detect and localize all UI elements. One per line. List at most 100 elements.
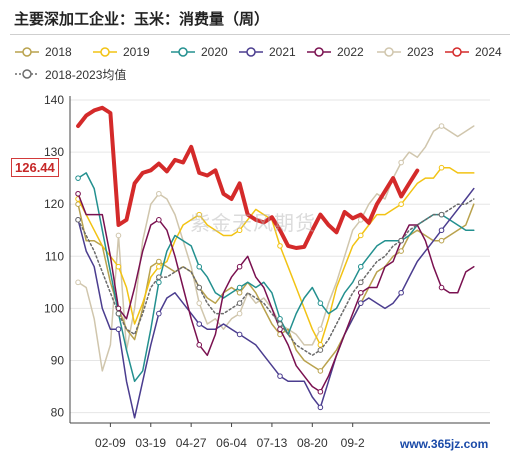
series-point-2018 xyxy=(236,289,243,296)
series-point-2021 xyxy=(438,227,445,234)
series-point-2018 xyxy=(317,368,324,374)
x-tick-label: 07-13 xyxy=(257,436,288,450)
series-point-2018-2023均值 xyxy=(317,347,324,353)
series-point-2019 xyxy=(317,342,324,348)
series-point-2022 xyxy=(196,342,203,348)
legend-swatch-icon xyxy=(377,47,401,57)
series-point-2019 xyxy=(398,201,404,207)
chart-title: 主要深加工企业：玉米：消费量（周） xyxy=(14,10,270,28)
series-point-2021 xyxy=(156,310,162,317)
legend-label: 2024 xyxy=(475,45,502,59)
x-tick-label: 06-04 xyxy=(216,436,247,450)
x-tick-label: 09-2 xyxy=(341,436,365,450)
series-point-2022 xyxy=(317,388,324,395)
series-point-2018-2023均值 xyxy=(196,284,203,291)
x-tick-label: 02-09 xyxy=(95,436,126,450)
series-point-2019 xyxy=(357,232,364,239)
legend-item[interactable]: 2023 xyxy=(376,43,434,61)
series-point-2021 xyxy=(115,326,122,333)
series-point-2021 xyxy=(317,404,324,411)
legend-item[interactable]: 2022 xyxy=(306,43,364,61)
series-point-2018-2023均值 xyxy=(75,217,81,223)
legend-item[interactable]: 2019 xyxy=(92,43,150,61)
series-point-2019 xyxy=(438,164,445,171)
watermark-text: 紫金天风期货 xyxy=(190,211,316,235)
y-tick-label: 120 xyxy=(44,197,64,211)
series-point-2020 xyxy=(75,175,81,181)
legend-label: 2018-2023均值 xyxy=(45,67,127,82)
title-divider xyxy=(10,34,510,35)
y-tick-label: 100 xyxy=(44,301,64,315)
series-line-2023 xyxy=(77,125,475,372)
series-point-2021 xyxy=(357,300,364,306)
y-tick-label: 110 xyxy=(45,249,64,263)
series-line-2024 xyxy=(76,105,420,250)
series-point-2018-2023均值 xyxy=(236,300,243,306)
series-point-2021 xyxy=(196,321,203,327)
y-tick-label: 130 xyxy=(44,145,64,159)
legend-label: 2021 xyxy=(269,45,296,59)
series-point-2020 xyxy=(357,263,364,270)
legend-item[interactable]: 2020 xyxy=(170,43,228,61)
legend-swatch-icon xyxy=(15,69,39,79)
series-point-2023 xyxy=(317,326,324,333)
series-point-2019 xyxy=(277,243,283,249)
series-line-2021 xyxy=(77,187,475,419)
series-point-2018-2023均值 xyxy=(398,237,404,244)
last-value-badge: 126.44 xyxy=(11,158,59,177)
series-point-2019 xyxy=(236,227,243,234)
series-point-2022 xyxy=(75,190,81,197)
series-point-2023 xyxy=(438,123,445,129)
x-tick-label: 08-20 xyxy=(297,436,328,450)
legend-swatch-icon xyxy=(239,47,263,57)
legend-item[interactable]: 2018-2023均值 xyxy=(14,65,126,83)
legend-swatch-icon xyxy=(171,47,195,57)
series-point-2020 xyxy=(277,316,283,322)
series-point-2022 xyxy=(156,217,162,223)
series-line-2020 xyxy=(77,172,475,383)
y-tick-label: 140 xyxy=(44,93,64,107)
x-tick-label: 04-27 xyxy=(176,436,207,450)
legend-label: 2019 xyxy=(123,45,150,59)
y-tick-label: 80 xyxy=(51,406,65,420)
series-point-2020 xyxy=(196,263,203,270)
series-point-2019 xyxy=(196,211,203,218)
series-point-2021 xyxy=(277,373,283,379)
legend-swatch-icon xyxy=(15,47,39,57)
series-point-2023 xyxy=(156,190,162,197)
series-point-2020 xyxy=(156,279,162,286)
x-tick-label: 03-19 xyxy=(135,436,166,450)
legend-swatch-icon xyxy=(93,47,117,57)
series-point-2018-2023均值 xyxy=(277,321,283,327)
series-line-2018 xyxy=(77,203,475,372)
legend-label: 2023 xyxy=(407,45,434,59)
series-point-2019 xyxy=(115,263,122,270)
series-point-2018-2023均值 xyxy=(156,274,162,280)
series-point-2020 xyxy=(236,284,243,291)
series-line-2018-2023均值 xyxy=(77,198,475,357)
legend-swatch-icon xyxy=(445,47,469,57)
series-point-2020 xyxy=(317,300,324,306)
series-point-2023 xyxy=(75,279,81,286)
series-point-2023 xyxy=(398,159,404,166)
legend-item[interactable]: 2021 xyxy=(238,43,296,61)
series-point-2018-2023均值 xyxy=(438,211,445,218)
legend-label: 2022 xyxy=(337,45,364,59)
series-point-2022 xyxy=(357,289,364,296)
url-watermark: www.365jz.com xyxy=(398,437,491,451)
series-point-2018 xyxy=(156,258,162,265)
legend-label: 2018 xyxy=(45,45,72,59)
series-point-2019 xyxy=(156,263,162,270)
series-point-2018-2023均值 xyxy=(357,279,364,286)
series-line-2019 xyxy=(77,166,475,346)
legend-item[interactable]: 2024 xyxy=(444,43,502,61)
legend-label: 2020 xyxy=(201,45,228,59)
series-point-2022 xyxy=(277,326,283,333)
y-tick-label: 90 xyxy=(51,353,65,367)
series-point-2018 xyxy=(438,237,445,244)
series-point-2018-2023均值 xyxy=(115,310,122,317)
series-point-2023 xyxy=(196,300,203,306)
legend-item[interactable]: 2018 xyxy=(14,43,72,61)
series-point-2022 xyxy=(236,263,243,270)
